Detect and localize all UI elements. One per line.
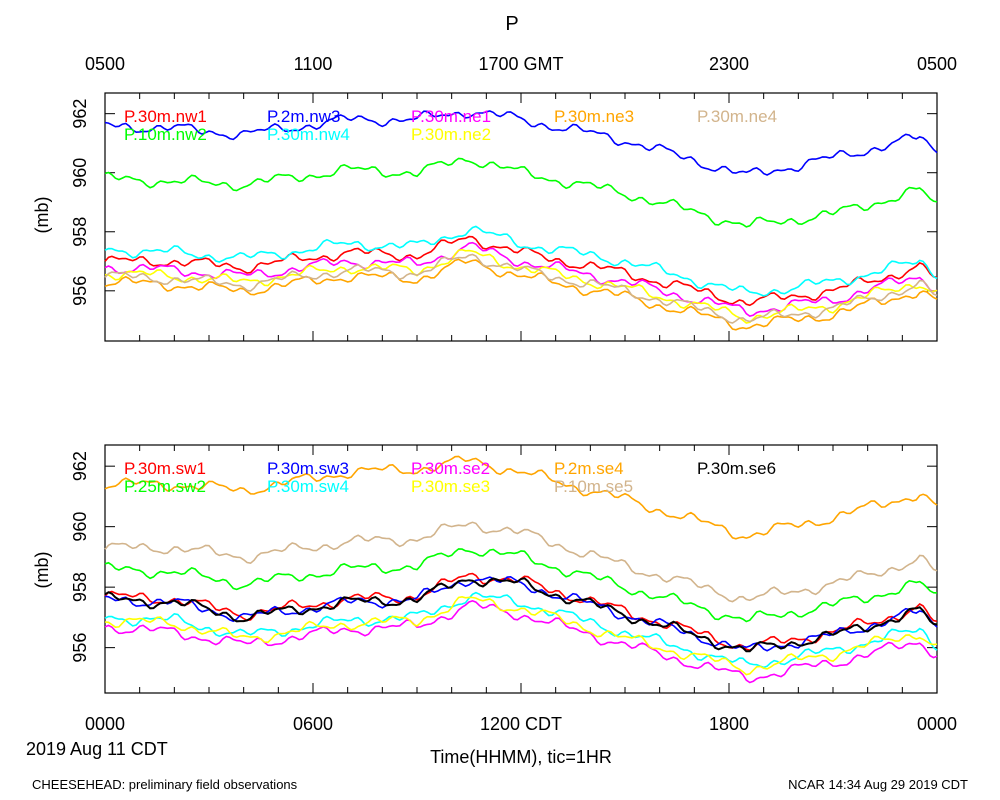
legend-label: P.30m.ne4 bbox=[697, 107, 777, 126]
series-line-P.30m.nw4 bbox=[104, 225, 938, 297]
y-tick-label: 956 bbox=[70, 276, 90, 306]
legend-label: P.30m.ne3 bbox=[554, 107, 634, 126]
legend-label: P.30m.nw4 bbox=[267, 125, 350, 144]
cdt-tick-label: 1200 CDT bbox=[480, 714, 562, 734]
footer-left: CHEESEHEAD: preliminary field observatio… bbox=[32, 777, 298, 792]
series-line-P.30m.sw3 bbox=[104, 575, 938, 652]
bottom-y-axis-label: (mb) bbox=[32, 552, 52, 589]
legend-label: P.30m.ne2 bbox=[411, 125, 491, 144]
legend-label: P.25m.sw2 bbox=[124, 477, 206, 496]
gmt-tick-label: 2300 bbox=[709, 54, 749, 74]
y-tick-label: 956 bbox=[70, 633, 90, 663]
series-line-P.30m.se2 bbox=[104, 600, 938, 684]
series-line-P.2m.nw3 bbox=[104, 110, 938, 176]
legend-label: P.10m.se5 bbox=[554, 477, 633, 496]
cdt-tick-label: 0600 bbox=[293, 714, 333, 734]
gmt-tick-label: 1100 bbox=[294, 54, 333, 74]
plot-frame bbox=[104, 92, 938, 342]
gmt-tick-label: 1700 GMT bbox=[478, 54, 563, 74]
chart-title: P bbox=[505, 13, 518, 35]
legend-label: P.30m.ne1 bbox=[411, 107, 491, 126]
y-tick-label: 960 bbox=[70, 512, 90, 542]
series-line-P.2m.se4 bbox=[104, 455, 938, 540]
series-line-P.30m.ne1 bbox=[104, 241, 938, 317]
y-tick-label: 958 bbox=[70, 572, 90, 602]
cdt-tick-label: 1800 bbox=[709, 714, 749, 734]
legend-label: P.30m.sw1 bbox=[124, 459, 206, 478]
x-axis-label: Time(HHMM), tic=1HR bbox=[430, 747, 612, 767]
series-line-P.25m.sw2 bbox=[104, 548, 938, 623]
date-label: 2019 Aug 11 CDT bbox=[26, 739, 168, 759]
series-line-P.10m.nw2 bbox=[104, 157, 938, 228]
gmt-tick-label: 0500 bbox=[917, 54, 957, 74]
legend-label: P.30m.se3 bbox=[411, 477, 490, 496]
y-tick-label: 962 bbox=[70, 99, 90, 129]
legend-label: P.30m.sw3 bbox=[267, 459, 349, 478]
gmt-tick-label: 0500 bbox=[85, 54, 125, 74]
legend-label: P.2m.se4 bbox=[554, 459, 624, 478]
legend-label: P.30m.se6 bbox=[697, 459, 776, 478]
series-line-P.10m.se5 bbox=[104, 521, 938, 603]
series-line-P.30m.ne4 bbox=[104, 253, 938, 324]
legend-label: P.30m.sw4 bbox=[267, 477, 349, 496]
y-tick-label: 958 bbox=[70, 217, 90, 247]
series-line-P.30m.nw1 bbox=[104, 235, 938, 307]
legend-label: P.30m.nw1 bbox=[124, 107, 207, 126]
footer-right: NCAR 14:34 Aug 29 2019 CDT bbox=[788, 777, 968, 792]
y-tick-label: 962 bbox=[70, 451, 90, 481]
legend-label: P.2m.nw3 bbox=[267, 107, 340, 126]
series-line-P.30m.se3 bbox=[104, 595, 938, 676]
series-line-P.30m.sw4 bbox=[104, 591, 938, 669]
series-line-P.30m.ne2 bbox=[104, 248, 938, 324]
top-y-axis-label: (mb) bbox=[32, 197, 52, 234]
gmt-axis-labels: 0500 1100 1700 GMT 2300 0500 bbox=[85, 54, 957, 74]
cdt-tick-label: 0000 bbox=[85, 714, 125, 734]
cdt-axis-labels: 0000 0600 1200 CDT 1800 0000 bbox=[85, 714, 957, 734]
y-tick-label: 960 bbox=[70, 158, 90, 188]
legend-label: P.10m.nw2 bbox=[124, 125, 207, 144]
legend-label: P.30m.se2 bbox=[411, 459, 490, 478]
series-line-P.30m.se6 bbox=[104, 577, 938, 653]
series-line-P.30m.ne3 bbox=[104, 258, 938, 331]
cdt-tick-label: 0000 bbox=[917, 714, 957, 734]
